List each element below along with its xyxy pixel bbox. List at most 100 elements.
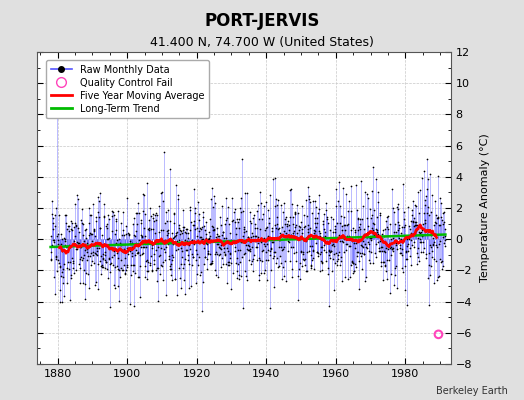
Point — [358, 238, 367, 244]
Point — [158, 188, 166, 195]
Point — [316, 251, 324, 257]
Point — [422, 251, 431, 258]
Point — [132, 210, 140, 216]
Point — [389, 208, 398, 215]
Point — [81, 281, 89, 288]
Point — [83, 257, 92, 263]
Point — [84, 285, 93, 291]
Point — [117, 220, 125, 226]
Point — [149, 211, 158, 218]
Point — [51, 252, 60, 259]
Point — [313, 249, 322, 255]
Point — [213, 241, 221, 247]
Point — [405, 223, 413, 230]
Point — [243, 277, 252, 284]
Point — [422, 193, 430, 199]
Point — [262, 225, 270, 231]
Point — [143, 180, 151, 186]
Point — [191, 226, 199, 232]
Point — [75, 229, 83, 236]
Point — [326, 248, 335, 254]
Point — [104, 236, 113, 242]
Point — [299, 212, 308, 218]
Point — [346, 208, 355, 214]
Point — [315, 233, 324, 239]
Point — [279, 209, 288, 215]
Point — [356, 253, 365, 260]
Point — [339, 239, 347, 245]
Point — [361, 251, 369, 257]
Point — [75, 239, 83, 246]
Point — [400, 209, 408, 216]
Point — [402, 302, 411, 308]
Point — [236, 205, 244, 211]
Point — [182, 226, 191, 233]
Point — [297, 249, 305, 255]
Point — [285, 226, 293, 233]
Point — [346, 274, 354, 280]
Point — [110, 212, 118, 219]
Point — [431, 211, 440, 218]
Point — [327, 214, 335, 220]
Point — [66, 258, 74, 265]
Point — [210, 227, 219, 233]
Point — [437, 259, 445, 265]
Point — [344, 198, 353, 204]
Point — [165, 253, 173, 260]
Point — [230, 240, 238, 246]
Point — [55, 212, 63, 218]
Point — [364, 223, 372, 230]
Point — [441, 226, 449, 232]
Point — [163, 207, 172, 213]
Point — [373, 214, 381, 220]
Point — [141, 210, 149, 217]
Point — [309, 248, 317, 254]
Point — [411, 219, 419, 225]
Point — [113, 236, 121, 243]
Point — [275, 262, 283, 269]
Point — [408, 198, 417, 204]
Point — [160, 220, 169, 227]
Point — [378, 231, 386, 237]
Point — [359, 251, 368, 258]
Point — [255, 216, 264, 222]
Point — [388, 246, 397, 252]
Point — [169, 241, 177, 247]
Point — [249, 237, 258, 244]
Point — [286, 258, 294, 264]
Point — [410, 239, 418, 245]
Point — [129, 302, 138, 309]
Point — [167, 230, 176, 236]
Point — [276, 230, 285, 236]
Point — [243, 190, 251, 196]
Point — [253, 243, 261, 250]
Point — [235, 225, 243, 232]
Point — [289, 214, 297, 220]
Point — [434, 214, 442, 221]
Point — [236, 195, 245, 201]
Point — [430, 256, 439, 262]
Point — [356, 226, 364, 232]
Point — [194, 254, 203, 260]
Point — [105, 255, 113, 262]
Point — [114, 208, 123, 214]
Point — [198, 308, 206, 314]
Point — [163, 232, 171, 238]
Point — [94, 245, 103, 251]
Point — [122, 222, 130, 229]
Point — [277, 202, 285, 209]
Point — [439, 221, 447, 228]
Point — [367, 212, 376, 218]
Point — [299, 249, 307, 255]
Point — [351, 229, 359, 236]
Point — [232, 268, 241, 274]
Point — [164, 227, 172, 233]
Point — [134, 200, 142, 206]
Point — [420, 196, 429, 203]
Point — [127, 246, 135, 252]
Point — [289, 232, 298, 239]
Point — [308, 243, 316, 250]
Point — [74, 260, 83, 267]
Point — [355, 216, 364, 223]
Point — [398, 252, 406, 258]
